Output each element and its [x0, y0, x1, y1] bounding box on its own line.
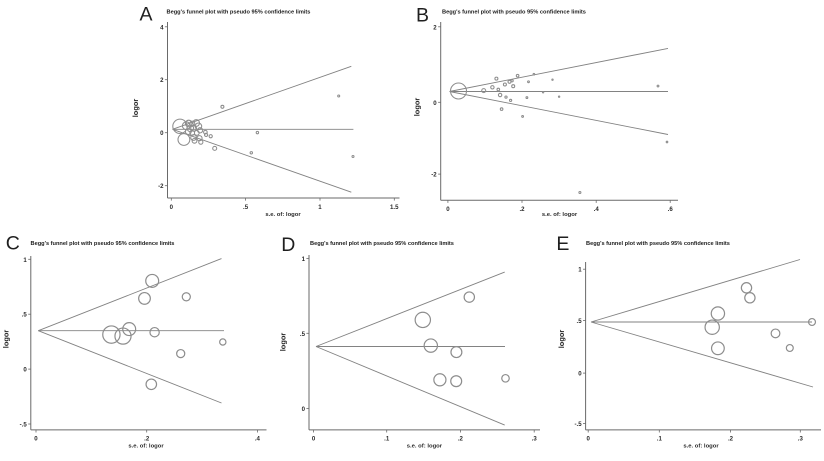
svg-text:-.5: -.5: [20, 422, 28, 429]
svg-text:0: 0: [578, 371, 582, 378]
svg-text:.3: .3: [798, 436, 804, 443]
svg-text:logor: logor: [131, 99, 140, 118]
svg-text:.1: .1: [384, 436, 390, 443]
svg-text:.2: .2: [728, 436, 734, 443]
svg-text:.1: .1: [657, 436, 663, 443]
svg-text:0: 0: [433, 100, 437, 107]
svg-text:0: 0: [160, 130, 164, 137]
svg-text:.4: .4: [594, 206, 600, 213]
svg-text:E: E: [556, 233, 569, 255]
svg-text:A: A: [140, 3, 153, 25]
svg-text:.6: .6: [668, 206, 674, 213]
svg-text:.5: .5: [577, 318, 583, 325]
svg-text:1: 1: [318, 204, 322, 211]
svg-text:.2: .2: [519, 206, 525, 213]
svg-text:1: 1: [578, 267, 582, 274]
svg-text:.5: .5: [300, 331, 306, 338]
svg-text:logor: logor: [279, 333, 288, 352]
svg-text:s.e. of: logor: s.e. of: logor: [542, 212, 578, 218]
svg-text:logor: logor: [557, 330, 566, 349]
svg-text:2: 2: [433, 24, 437, 31]
svg-text:.2: .2: [458, 436, 464, 443]
svg-text:2: 2: [160, 77, 164, 84]
svg-text:s.e. of: logor: s.e. of: logor: [128, 444, 164, 450]
svg-text:Begg's funnel plot with pseudo: Begg's funnel plot with pseudo 95% confi…: [31, 241, 175, 247]
svg-text:Begg's funnel plot with pseudo: Begg's funnel plot with pseudo 95% confi…: [310, 241, 454, 247]
svg-text:1: 1: [302, 256, 306, 263]
svg-text:.5: .5: [22, 312, 28, 319]
svg-text:.4: .4: [255, 436, 261, 443]
svg-text:C: C: [6, 233, 20, 255]
svg-text:0: 0: [312, 436, 316, 443]
svg-text:0: 0: [23, 367, 27, 374]
svg-text:0: 0: [170, 204, 174, 211]
svg-text:D: D: [281, 234, 295, 256]
svg-text:logor: logor: [413, 98, 422, 117]
svg-text:4: 4: [160, 24, 164, 31]
svg-text:.5: .5: [243, 204, 249, 211]
svg-text:Begg's funnel plot with pseudo: Begg's funnel plot with pseudo 95% confi…: [167, 10, 311, 16]
svg-text:-2: -2: [431, 172, 437, 179]
svg-text:s.e. of: logor: s.e. of: logor: [407, 444, 443, 450]
svg-text:0: 0: [587, 436, 591, 443]
svg-text:s.e. of: logor: s.e. of: logor: [683, 444, 719, 450]
svg-text:.2: .2: [144, 436, 150, 443]
svg-text:1: 1: [23, 257, 27, 264]
svg-text:Begg's funnel plot with pseudo: Begg's funnel plot with pseudo 95% confi…: [442, 10, 586, 16]
svg-text:1.5: 1.5: [390, 204, 399, 211]
svg-text:-.5: -.5: [574, 421, 582, 428]
svg-text:0: 0: [34, 436, 38, 443]
svg-text:0: 0: [302, 406, 306, 413]
svg-text:Begg's funnel plot with pseudo: Begg's funnel plot with pseudo 95% confi…: [586, 241, 730, 247]
svg-text:s.e. of: logor: s.e. of: logor: [265, 212, 301, 218]
svg-text:-2: -2: [158, 183, 164, 190]
svg-text:logor: logor: [2, 330, 11, 349]
svg-text:.3: .3: [532, 436, 538, 443]
svg-text:B: B: [416, 5, 429, 27]
svg-text:0: 0: [446, 206, 450, 213]
